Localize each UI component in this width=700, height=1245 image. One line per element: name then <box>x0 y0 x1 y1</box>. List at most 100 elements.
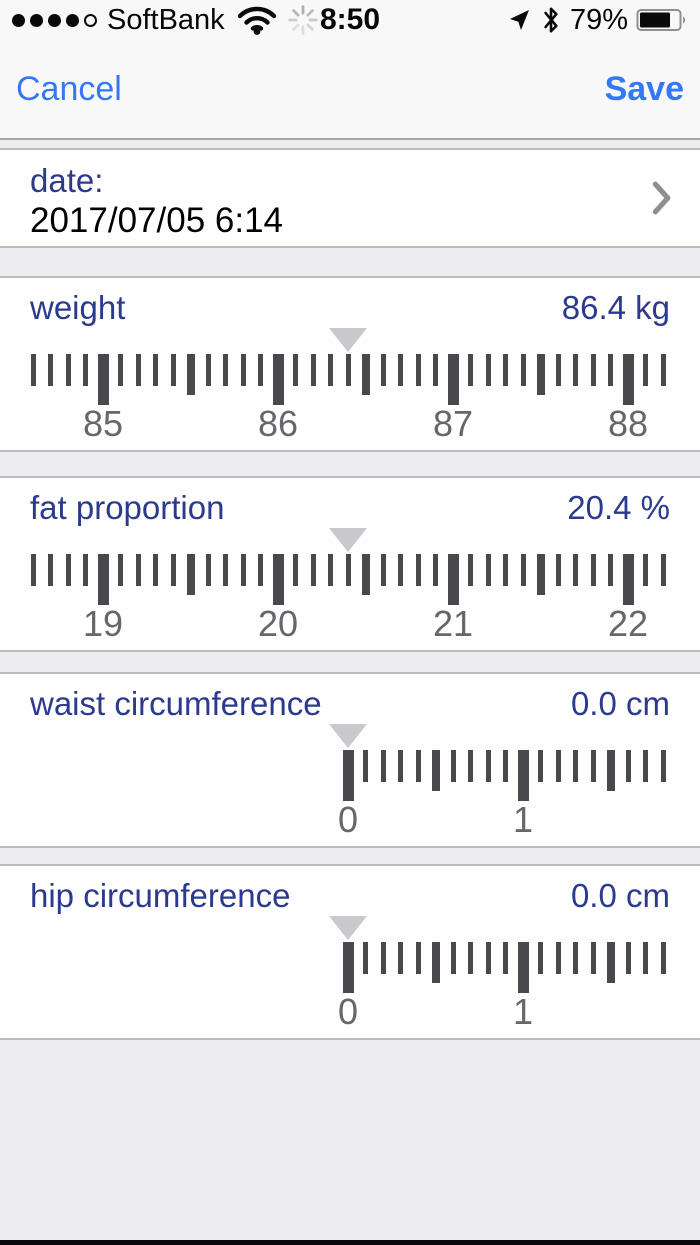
location-icon <box>509 10 529 30</box>
weight-ruler[interactable]: 85 86 87 88 <box>0 328 700 450</box>
ruler-tick <box>503 354 508 386</box>
ruler-tick <box>643 750 648 782</box>
ruler-tick <box>258 554 263 586</box>
ruler-tick <box>363 942 368 974</box>
ruler-pointer-icon <box>329 528 367 552</box>
ruler-tick <box>590 750 596 782</box>
ruler-tick <box>361 554 370 595</box>
ruler-tick <box>555 554 561 586</box>
ruler-tick <box>135 554 141 586</box>
ruler-tick <box>170 554 176 586</box>
ruler-tick <box>590 354 596 386</box>
ruler-tick <box>485 750 491 782</box>
ruler-tick <box>398 942 403 974</box>
ruler-tick <box>625 750 631 782</box>
ruler-tick <box>431 942 440 983</box>
ruler-tick-label: 87 <box>432 403 474 444</box>
ruler-tick <box>503 750 508 782</box>
ruler-tick <box>205 554 211 586</box>
status-bar-right: 79% <box>508 4 688 37</box>
ruler-tick-label: 21 <box>432 603 474 644</box>
ruler-tick-label: 86 <box>257 403 299 444</box>
fat-proportion-value: 20.4 % <box>567 489 670 526</box>
ruler-tick <box>328 554 333 586</box>
ruler-tick <box>468 354 473 386</box>
ruler-tick-label: 85 <box>82 403 124 444</box>
ruler-tick <box>660 354 666 386</box>
signal-dot <box>66 13 79 27</box>
save-button[interactable]: Save <box>604 69 684 108</box>
spinner-icon <box>287 5 318 35</box>
ruler-tick <box>517 750 529 801</box>
ruler-tick-label: 22 <box>607 603 649 644</box>
ruler-tick <box>520 354 526 386</box>
status-bar-left: SoftBank <box>12 4 319 37</box>
cancel-button[interactable]: Cancel <box>16 69 122 108</box>
ruler-tick <box>536 354 545 395</box>
date-row[interactable]: date: 2017/07/05 6:14 <box>0 148 700 248</box>
ruler-tick <box>538 942 543 974</box>
ruler-tick <box>622 354 634 405</box>
screen-bottom-edge <box>0 1240 700 1245</box>
ruler-tick <box>625 942 631 974</box>
ruler-tick <box>310 554 316 586</box>
ruler-tick <box>258 354 263 386</box>
ruler-tick <box>153 554 158 586</box>
ruler-tick <box>398 554 403 586</box>
ruler-tick-label: 19 <box>82 603 124 644</box>
ruler-tick <box>660 554 666 586</box>
battery-icon <box>636 9 686 31</box>
signal-dot <box>84 13 97 27</box>
ruler-tick <box>433 554 438 586</box>
ruler-tick <box>643 554 648 586</box>
ruler-tick <box>342 750 354 801</box>
ruler-tick-label: 0 <box>337 991 359 1032</box>
ruler-tick <box>555 750 561 782</box>
ruler-tick <box>622 554 634 605</box>
ruler-tick <box>205 354 211 386</box>
ruler-tick <box>485 554 491 586</box>
ruler-tick <box>97 354 109 405</box>
waist-circumference-value: 0.0 cm <box>570 685 670 722</box>
ruler-tick <box>30 554 36 586</box>
ruler-tick <box>415 354 421 386</box>
ruler-tick-label: 1 <box>512 799 534 840</box>
fat-proportion-ruler[interactable]: 19 20 21 22 <box>0 528 700 650</box>
ruler-tick <box>398 750 403 782</box>
ruler-tick <box>342 942 354 993</box>
ruler-tick <box>606 942 615 983</box>
ruler-tick <box>606 750 615 791</box>
signal-dot <box>48 13 61 27</box>
ruler-tick <box>573 554 578 586</box>
ruler-pointer-icon <box>329 916 367 940</box>
ruler-tick <box>468 750 473 782</box>
ruler-tick <box>380 750 386 782</box>
ruler-tick <box>415 554 421 586</box>
ruler-tick <box>272 554 284 605</box>
ruler-tick <box>345 554 351 586</box>
wifi-icon <box>237 6 276 35</box>
signal-dot <box>12 13 25 27</box>
waist-circumference-header: waist circumference 0.0 cm <box>0 684 700 724</box>
ruler-tick-label: 1 <box>512 991 534 1032</box>
ruler-tick <box>608 354 613 386</box>
date-value: 2017/07/05 6:14 <box>30 201 284 240</box>
ruler-pointer-icon <box>329 328 367 352</box>
signal-dot <box>30 13 43 27</box>
ruler-tick-label: 0 <box>337 799 359 840</box>
ruler-tick <box>398 354 403 386</box>
fat-proportion-section: fat proportion 20.4 % 19 20 21 22 <box>0 476 700 652</box>
ruler-tick <box>153 354 158 386</box>
ruler-tick <box>555 354 561 386</box>
ruler-tick <box>272 354 284 405</box>
ruler-tick-label: 88 <box>607 403 649 444</box>
ruler-tick <box>223 554 228 586</box>
ruler-tick <box>135 354 141 386</box>
ruler-tick <box>643 354 648 386</box>
ruler-tick <box>450 942 456 974</box>
ruler-tick <box>447 554 459 605</box>
ruler-tick <box>328 354 333 386</box>
ruler-tick <box>293 554 298 586</box>
